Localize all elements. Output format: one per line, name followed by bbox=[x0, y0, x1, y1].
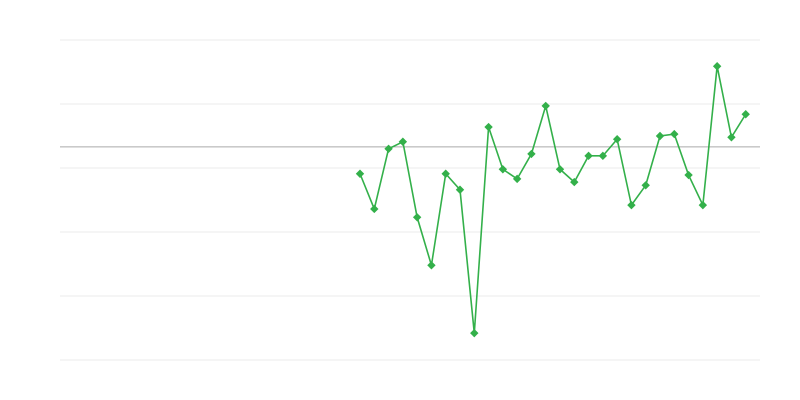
data-point bbox=[741, 110, 750, 119]
data-point bbox=[484, 122, 493, 132]
data-point bbox=[470, 328, 479, 338]
data-point bbox=[441, 169, 450, 178]
data-point bbox=[655, 131, 665, 141]
data-point bbox=[584, 151, 593, 161]
data-point bbox=[570, 177, 579, 187]
data-point bbox=[641, 181, 650, 190]
data-point bbox=[370, 204, 379, 214]
data-point bbox=[727, 133, 736, 142]
data-point bbox=[712, 62, 722, 71]
data-point bbox=[427, 261, 436, 270]
data-point bbox=[670, 129, 679, 139]
data-point bbox=[412, 213, 422, 222]
data-point bbox=[541, 101, 550, 111]
data-point bbox=[612, 135, 622, 144]
data-point bbox=[527, 149, 536, 159]
data-point bbox=[384, 144, 393, 153]
data-point bbox=[498, 165, 508, 174]
series-path bbox=[359, 66, 747, 334]
data-point bbox=[555, 165, 565, 174]
data-point bbox=[455, 185, 465, 194]
data-point bbox=[684, 170, 693, 180]
gridlines bbox=[60, 39, 760, 361]
data-point bbox=[698, 200, 708, 210]
data-point bbox=[512, 174, 522, 184]
series-line bbox=[355, 62, 750, 338]
data-point bbox=[598, 151, 608, 161]
data-point bbox=[398, 137, 408, 146]
data-point bbox=[355, 169, 365, 178]
data-point bbox=[627, 200, 636, 210]
